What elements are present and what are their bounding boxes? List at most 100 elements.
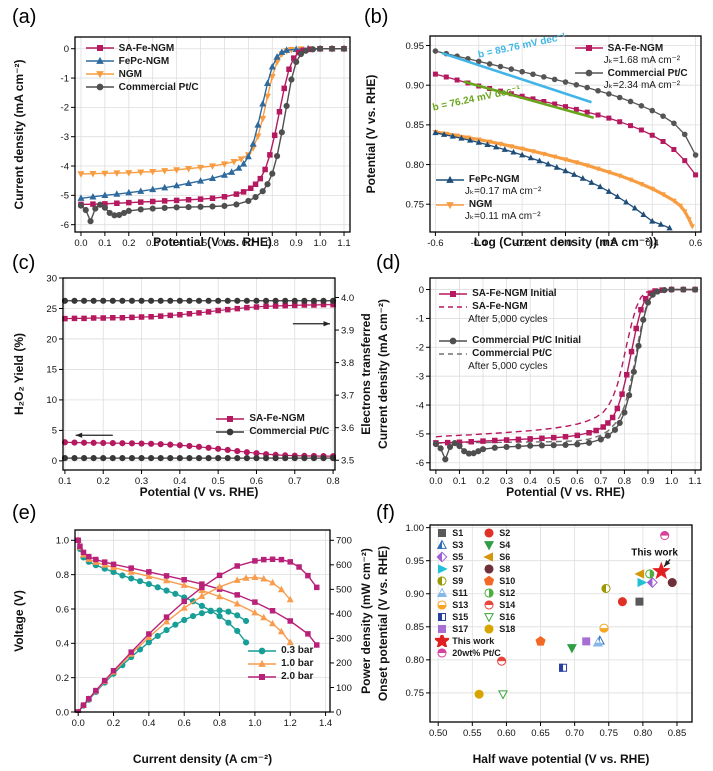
svg-text:3.5: 3.5 (341, 456, 354, 467)
scatter-point-S16 (498, 690, 508, 700)
marker-ci (253, 297, 260, 304)
scatter-point-S4 (566, 644, 577, 654)
marker-sq (443, 74, 449, 80)
panel-a: (a) 0.0 0.1 0.2 0.3 0.4 0.5 0.6 0.7 0.8 0.9 1.0 1.1… (10, 6, 356, 252)
series-Tafel fit Pt/C (441, 51, 592, 104)
marker-ci (148, 297, 155, 304)
marker-ci (172, 590, 179, 597)
marker-ci (667, 577, 677, 588)
legend-label: S11 (452, 588, 468, 599)
marker-ci (71, 439, 78, 446)
marker-ci (242, 617, 250, 625)
marker-ci (186, 297, 193, 304)
marker-tu (269, 578, 277, 586)
marker-sq (100, 315, 106, 321)
marker-td (77, 171, 85, 178)
svg-text:Half wave potential (V vs. RHE: Half wave potential (V vs. RHE) (473, 752, 650, 766)
svg-text:Current density (mA cm⁻²): Current density (mA cm⁻²) (12, 60, 26, 210)
plot-area (74, 536, 320, 713)
marker-tu (588, 179, 595, 185)
marker-sq (671, 146, 677, 152)
marker-sq (438, 625, 447, 634)
marker-tu (458, 134, 465, 141)
legend-label: S5 (452, 552, 464, 563)
marker-tu (264, 79, 271, 86)
marker-ci (474, 689, 484, 699)
scatter-point-20wt% Pt/C (660, 531, 670, 541)
plot-area (77, 44, 348, 225)
legend-marker-icon (437, 648, 447, 658)
legend-sublabel: Jₖ=0.11 mA cm⁻² (464, 211, 541, 223)
marker-ci (197, 203, 204, 210)
marker-td (254, 133, 262, 140)
panel-d-chart: 0.0 0.1 0.2 0.3 0.4 0.5 0.6 0.7 0.8 0.9 1.0 1.1 0 -1 -… (376, 277, 702, 499)
marker-sq (253, 304, 260, 310)
marker-td (454, 133, 460, 139)
marker-sq (282, 302, 288, 309)
marker-ci (226, 428, 234, 436)
legend-label: 20wt% Pt/C (452, 648, 501, 659)
marker-ci (176, 455, 183, 462)
marker-ci (451, 440, 458, 447)
legend-marker-icon (436, 551, 448, 563)
marker-tl (634, 569, 645, 579)
marker-sq (248, 185, 254, 192)
marker-ci (128, 575, 135, 582)
marker-ci (242, 639, 250, 646)
marker-sq (80, 702, 87, 708)
marker-tu (592, 637, 603, 647)
marker-ci (551, 76, 558, 83)
marker-td (484, 613, 495, 623)
marker-sq (281, 85, 287, 92)
marker-tu (249, 140, 257, 147)
marker-sq (585, 45, 592, 52)
marker-ci (87, 218, 94, 225)
legend-label: Commercial Pt/C (607, 67, 688, 79)
legend-marker-icon (484, 613, 495, 623)
marker-sq (260, 556, 267, 563)
marker-tu (449, 132, 456, 139)
marker-tu (527, 154, 534, 161)
marker-sq (101, 677, 108, 684)
legend-item: SA-Fe-NGM (438, 301, 581, 314)
marker-ci (437, 648, 447, 658)
svg-text:0.4: 0.4 (142, 718, 155, 729)
svg-text:0.0: 0.0 (559, 238, 572, 249)
marker-ci (562, 79, 569, 85)
marker-ci (601, 583, 611, 593)
svg-text:-2: -2 (61, 103, 69, 114)
marker-td (486, 139, 493, 145)
marker-ci (437, 600, 447, 610)
marker-tu (110, 563, 118, 571)
legend-marker-icon (439, 353, 468, 355)
marker-ci (283, 102, 290, 109)
legend-item: S18 (482, 623, 515, 635)
svg-text:0.75: 0.75 (406, 688, 425, 699)
marker-sq (584, 109, 590, 115)
marker-sq (267, 152, 273, 158)
svg-text:0.0: 0.0 (56, 707, 69, 718)
marker-ci (161, 204, 168, 212)
marker-tu (258, 659, 266, 668)
marker-tu (484, 141, 491, 148)
marker-ci (340, 45, 348, 52)
legend-item: FePc-NGM (435, 173, 542, 186)
marker-td (519, 146, 525, 152)
legend: SA-Fe-NGM Initial SA-Fe-NGM After 5,000 cy… (438, 288, 581, 373)
marker-tu (260, 574, 268, 582)
marker-td (627, 177, 634, 183)
marker-tu (437, 539, 448, 550)
marker-td (584, 163, 590, 169)
panel-d: (d) 0.0 0.1 0.2 0.3 0.4 0.5 0.6 0.7 0.8 0.9 1.0 1.1… (374, 252, 710, 502)
marker-ci (621, 409, 628, 416)
marker-ci (82, 206, 89, 214)
marker-sq (438, 529, 447, 538)
marker-tu (441, 131, 448, 137)
marker-ci (291, 455, 298, 462)
marker-ci (243, 297, 250, 304)
legend-marker-icon (438, 529, 447, 538)
svg-text:0.1: 0.1 (58, 476, 71, 487)
svg-text:-5: -5 (416, 429, 424, 440)
marker-ci (649, 107, 656, 114)
scatter-point-S18 (474, 689, 484, 699)
